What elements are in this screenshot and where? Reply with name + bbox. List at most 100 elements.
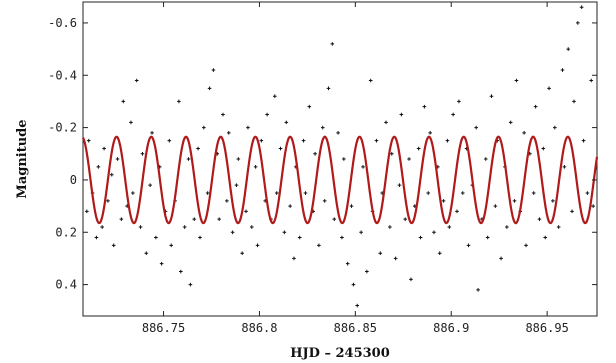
data-point [188, 282, 193, 287]
x-tick-label: 886.85 [334, 321, 377, 335]
data-point [447, 225, 452, 229]
data-point [221, 112, 225, 117]
data-point [384, 120, 388, 125]
data-point [179, 269, 183, 274]
data-point [466, 243, 471, 248]
data-point [86, 138, 91, 143]
data-point [426, 191, 431, 195]
data-point [211, 68, 216, 72]
data-point [225, 199, 229, 203]
data-point [278, 146, 283, 151]
data-point [407, 157, 411, 161]
data-point [416, 146, 421, 151]
data-point [581, 138, 586, 143]
data-point [512, 199, 517, 203]
data-point [476, 288, 480, 292]
data-point [483, 157, 488, 161]
x-tick-label: 886.9 [433, 321, 469, 335]
data-point [244, 209, 248, 214]
data-point [585, 191, 590, 195]
data-point [514, 78, 519, 83]
data-point [303, 191, 308, 195]
data-point [437, 251, 442, 255]
data-point [148, 183, 152, 187]
data-point [441, 199, 446, 203]
data-point [129, 120, 133, 125]
data-point [378, 251, 383, 255]
data-point [134, 78, 139, 83]
data-point [551, 199, 555, 203]
data-point [365, 269, 369, 274]
data-point [361, 165, 365, 169]
data-point [96, 165, 101, 169]
data-point [253, 165, 258, 169]
data-point [131, 191, 135, 195]
data-point [292, 256, 296, 261]
data-point [282, 230, 287, 235]
data-point [389, 151, 394, 156]
data-point [94, 235, 99, 240]
data-point [576, 21, 580, 25]
data-point [332, 217, 337, 221]
data-point [399, 112, 404, 117]
data-point [537, 217, 542, 221]
data-point [393, 256, 398, 261]
x-tick-label: 886.95 [525, 321, 568, 335]
data-point [409, 277, 413, 282]
data-point [342, 157, 346, 161]
data-point [428, 131, 432, 135]
data-point [547, 86, 551, 91]
data-point [499, 256, 503, 261]
data-point [485, 235, 490, 240]
data-point [226, 131, 231, 135]
data-point [198, 235, 202, 240]
y-tick-label: 0.4 [55, 278, 77, 292]
data-point [102, 146, 106, 151]
data-point [313, 151, 317, 156]
data-point [556, 225, 561, 229]
x-tick-label: 886.75 [142, 321, 185, 335]
data-point [217, 217, 221, 221]
data-point [301, 138, 306, 143]
data-point [115, 157, 120, 161]
data-point [265, 112, 269, 117]
data-point [355, 303, 360, 308]
data-point [508, 120, 513, 125]
data-point [562, 165, 567, 169]
data-point [591, 204, 595, 208]
data-point [553, 125, 557, 130]
data-point [297, 235, 302, 240]
data-point [460, 191, 465, 195]
data-point [320, 125, 325, 130]
data-point [138, 225, 143, 229]
data-point [284, 120, 289, 125]
data-point [202, 125, 206, 130]
data-point [388, 225, 392, 229]
data-point [272, 94, 277, 98]
data-point [119, 217, 124, 221]
data-point [422, 104, 427, 109]
axes: 886.75 886.8 886.85 886.9 886.95 -0.6 -0.4 -0.2… [48, 2, 597, 335]
data-point [326, 86, 331, 91]
data-point [349, 204, 354, 208]
data-point [186, 157, 191, 161]
data-point [259, 138, 264, 143]
data-point [317, 243, 321, 248]
data-point [474, 125, 478, 130]
data-point [249, 225, 254, 229]
sinusoid-fit-line [82, 135, 599, 225]
data-point [240, 251, 244, 255]
data-point [100, 225, 104, 229]
data-point [570, 209, 574, 214]
data-point [159, 261, 164, 266]
data-point [150, 131, 154, 135]
data-point [205, 191, 210, 195]
data-point [85, 209, 89, 214]
y-tick-label: 0 [70, 173, 77, 187]
data-point [307, 104, 312, 109]
data-point [274, 191, 279, 195]
data-point [167, 138, 172, 143]
data-point [192, 217, 197, 221]
data-point [531, 191, 536, 195]
